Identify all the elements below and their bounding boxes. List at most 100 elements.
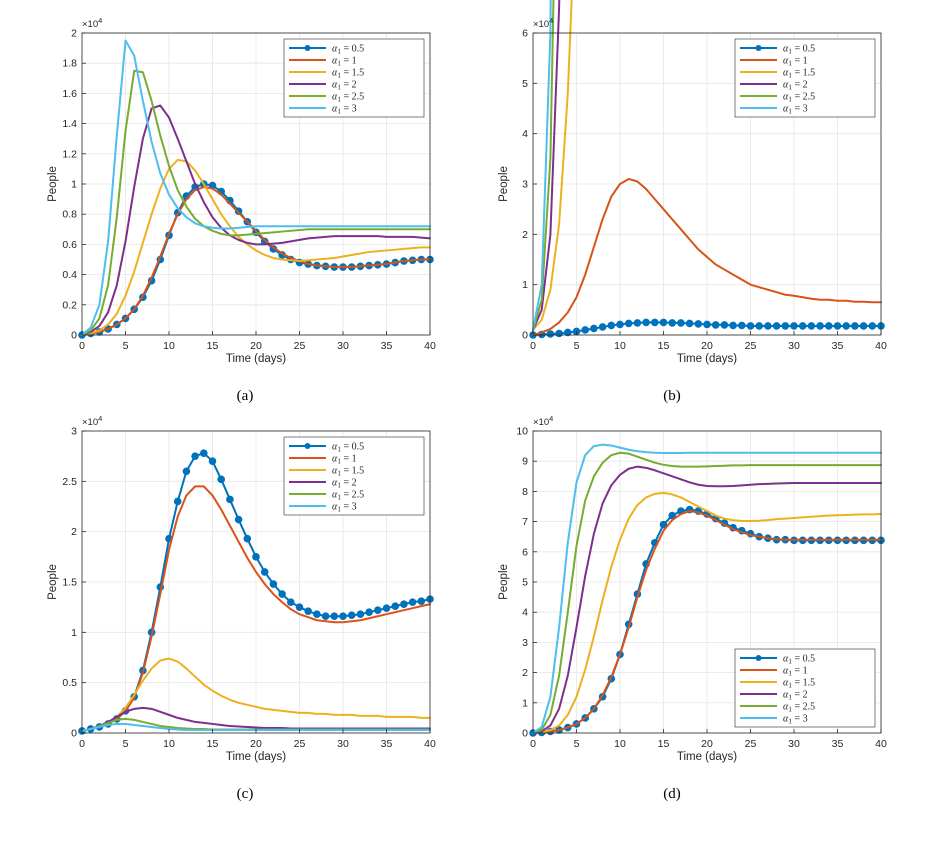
legend-label-subscript: 1 <box>337 481 341 490</box>
data-point <box>200 449 208 457</box>
legend-label: α1 = 1.5 <box>783 678 815 690</box>
data-point <box>546 330 555 338</box>
x-tick-label: 20 <box>701 738 713 750</box>
series-line-2 <box>81 186 431 336</box>
legend-box <box>734 38 876 118</box>
data-point <box>798 322 807 330</box>
data-point <box>816 322 824 330</box>
y-tick-label: 1.5 <box>62 577 77 589</box>
data-point <box>616 320 624 329</box>
data-point <box>173 497 182 506</box>
data-point <box>755 322 764 330</box>
legend-item: α1 = 2.5 <box>289 490 364 502</box>
legend-label: α1 = 1 <box>332 454 357 466</box>
series-line-4 <box>81 104 431 336</box>
legend-label: α1 = 1.5 <box>332 466 364 478</box>
legend-item: α1 = 1.5 <box>289 68 364 80</box>
x-tick-label: 40 <box>875 340 887 352</box>
legend-label: α1 = 1.5 <box>783 68 815 80</box>
data-point <box>825 322 833 330</box>
legend-label-value: = 2.5 <box>341 490 364 501</box>
legend-label: α1 = 3 <box>332 104 357 116</box>
series-line-3 <box>532 491 882 734</box>
x-tick-label: 30 <box>788 340 800 352</box>
legend-label: α1 = 3 <box>332 502 357 514</box>
data-point <box>607 321 616 330</box>
y-axis-label: People <box>498 166 510 202</box>
x-tick-label: 10 <box>163 340 175 352</box>
data-point <box>720 321 729 329</box>
legend-box <box>283 38 425 118</box>
legend-label: α1 = 2 <box>332 478 357 490</box>
data-point <box>859 322 868 330</box>
data-point <box>356 610 365 619</box>
y-tick-label: 5 <box>522 577 528 589</box>
data-point <box>304 607 313 615</box>
legend-label-value: = 1 <box>792 56 808 67</box>
y-axis-label: People <box>47 564 59 600</box>
data-point <box>598 323 607 331</box>
series-line-5 <box>532 451 882 734</box>
x-tick-label: 0 <box>530 738 536 750</box>
data-point <box>833 322 842 330</box>
legend-marker <box>304 45 311 51</box>
data-point <box>278 590 286 598</box>
legend: α1 = 0.5α1 = 1α1 = 1.5α1 = 2α1 = 2.5α1 =… <box>734 38 876 118</box>
data-point <box>642 318 650 327</box>
y-exponent-power: 4 <box>549 414 553 423</box>
legend-item: α1 = 1.5 <box>740 68 815 80</box>
data-point <box>651 318 659 327</box>
legend-item: α1 = 3 <box>289 104 357 116</box>
legend-label-subscript: 1 <box>337 107 341 116</box>
legend-label: α1 = 0.5 <box>783 654 815 666</box>
legend-marker <box>755 45 762 51</box>
x-ticks: 0 5 10 15 20 25 30 35 40 <box>530 331 887 352</box>
data-point <box>746 322 755 330</box>
legend-label: α1 = 3 <box>783 104 808 116</box>
y-axis-label: People <box>498 564 510 600</box>
legend-label-value: = 1 <box>341 56 357 67</box>
y-tick-label: 7 <box>522 516 528 528</box>
legend-label: α1 = 3 <box>783 714 808 726</box>
legend-label-subscript: 1 <box>337 83 341 92</box>
legend-item: α1 = 1.5 <box>289 466 364 478</box>
data-point <box>391 602 400 610</box>
caption-b: (b) <box>663 388 681 404</box>
y-tick-label: 1.2 <box>62 148 77 160</box>
x-tick-label: 15 <box>207 738 219 750</box>
y-ticks: 0 1 2 3 4 5 6 <box>522 28 537 342</box>
legend-label-subscript: 1 <box>788 657 792 666</box>
legend-item: α1 = 1.5 <box>740 678 815 690</box>
y-exponent-label: ×104 <box>82 16 102 30</box>
y-tick-label: 2 <box>71 28 77 40</box>
series-line-3 <box>81 158 431 336</box>
data-point <box>790 322 798 330</box>
data-point <box>400 600 408 608</box>
legend-label-subscript: 1 <box>337 457 341 466</box>
x-tick-label: 5 <box>123 738 129 750</box>
x-tick-label: 5 <box>574 340 580 352</box>
x-tick-label: 25 <box>745 340 757 352</box>
x-tick-label: 30 <box>337 340 349 352</box>
legend-label-value: = 0.5 <box>792 654 815 665</box>
x-tick-label: 15 <box>658 340 670 352</box>
x-tick-label: 35 <box>381 340 393 352</box>
y-tick-label: 3 <box>71 426 77 438</box>
legend-label-value: = 2.5 <box>341 92 364 103</box>
data-point <box>685 319 694 328</box>
x-tick-label: 0 <box>530 340 536 352</box>
legend-label-value: = 2 <box>341 478 357 489</box>
y-axis-label: People <box>47 166 59 202</box>
data-point <box>564 328 572 337</box>
legend-label-subscript: 1 <box>337 71 341 80</box>
legend-label-value: = 3 <box>792 104 808 115</box>
legend-label-subscript: 1 <box>337 469 341 478</box>
data-point <box>347 611 356 620</box>
data-point <box>668 319 677 327</box>
legend-label-subscript: 1 <box>337 445 341 454</box>
y-tick-label: 1 <box>71 627 77 639</box>
legend-label-value: = 3 <box>792 714 808 725</box>
x-tick-label: 25 <box>294 340 306 352</box>
data-point <box>408 598 417 606</box>
legend-item: α1 = 3 <box>740 104 808 116</box>
